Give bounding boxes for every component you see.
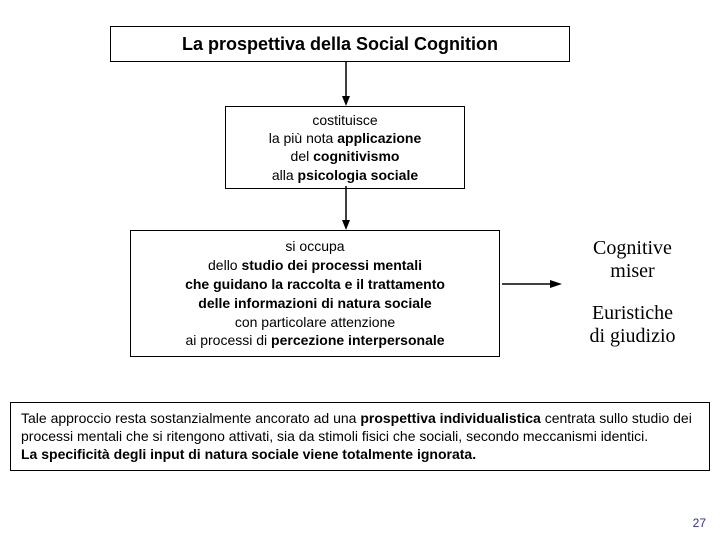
box2-line3: che guidano la raccolta e il trattamento xyxy=(137,275,493,294)
constitutes-box: costituisce la più nota applicazione del… xyxy=(225,106,465,189)
title-text: La prospettiva della Social Cognition xyxy=(182,34,498,54)
box2-line1: si occupa xyxy=(137,237,493,256)
arrow-box1-to-box2 xyxy=(340,186,352,230)
box1-line2: la più nota applicazione xyxy=(232,129,458,147)
arrow-box2-to-side xyxy=(502,278,562,290)
title-box: La prospettiva della Social Cognition xyxy=(110,26,570,62)
box2-line5: con particolare attenzione xyxy=(137,313,493,332)
box2-line4: delle informazioni di natura sociale xyxy=(137,294,493,313)
box2-line6: ai processi di percezione interpersonale xyxy=(137,331,493,350)
bottom-summary-box: Tale approccio resta sostanzialmente anc… xyxy=(10,402,710,471)
box1-line1: costituisce xyxy=(232,111,458,129)
heuristics-label: Euristiche di giudizio xyxy=(565,302,700,348)
box1-line4: alla psicologia sociale xyxy=(232,166,458,184)
page-number: 27 xyxy=(693,516,706,530)
arrow-title-to-box1 xyxy=(340,62,352,106)
box1-line3: del cognitivismo xyxy=(232,147,458,165)
cognitive-miser-label: Cognitive miser xyxy=(565,237,700,283)
box2-line2: dello studio dei processi mentali xyxy=(137,256,493,275)
deals-with-box: si occupa dello studio dei processi ment… xyxy=(130,230,500,357)
